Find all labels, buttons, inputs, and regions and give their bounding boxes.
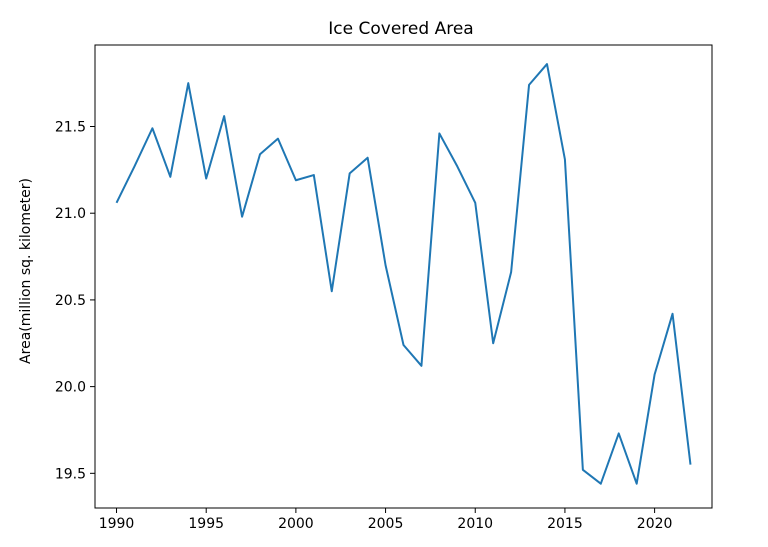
data-point (474, 202, 476, 204)
data-point (116, 202, 118, 204)
data-point (510, 271, 512, 273)
plot-frame (94, 44, 713, 509)
data-point (205, 178, 207, 180)
data-point (313, 174, 315, 176)
data-point (223, 115, 225, 117)
data-point (492, 342, 494, 344)
data-point (367, 157, 369, 159)
data-point (277, 138, 279, 140)
x-tick-label: 2015 (547, 516, 583, 532)
x-tick-label: 1990 (99, 516, 135, 532)
data-point (546, 63, 548, 65)
x-tick-label: 1995 (188, 516, 224, 532)
y-tick-label: 21.0 (55, 206, 86, 222)
data-point (331, 290, 333, 292)
data-point (636, 483, 638, 485)
data-point (133, 165, 135, 167)
data-point (456, 165, 458, 167)
data-point (187, 82, 189, 84)
chart-title: Ice Covered Area (328, 19, 473, 39)
data-point (259, 153, 261, 155)
data-point (564, 158, 566, 160)
data-point (438, 132, 440, 134)
y-axis-label: Area(million sq. kilometer) (18, 178, 34, 364)
series-group (115, 63, 692, 485)
y-tick-label: 20.0 (55, 380, 86, 396)
data-point (654, 373, 656, 375)
x-tick-label: 2000 (278, 516, 314, 532)
x-tick-label: 2005 (368, 516, 404, 532)
y-tick-label: 19.5 (55, 466, 86, 482)
x-tick-label: 2010 (457, 516, 493, 532)
data-point (618, 432, 620, 434)
data-point (600, 483, 602, 485)
data-point (420, 365, 422, 367)
data-point (582, 469, 584, 471)
data-point (385, 264, 387, 266)
data-point (689, 464, 691, 466)
data-point (169, 176, 171, 178)
data-point (672, 313, 674, 315)
series-line (115, 63, 692, 485)
y-tick-label: 20.5 (55, 293, 86, 309)
data-point (241, 216, 243, 218)
data-point (528, 84, 530, 86)
data-point (151, 127, 153, 129)
data-point (403, 344, 405, 346)
data-point (349, 172, 351, 174)
axis-ticks: 1990 1995 2000 2005 2010 2015 2020 19.5 20.0 20.5… (55, 120, 673, 532)
x-tick-label: 2020 (637, 516, 673, 532)
y-tick-label: 21.5 (55, 120, 86, 136)
data-point (295, 179, 297, 181)
